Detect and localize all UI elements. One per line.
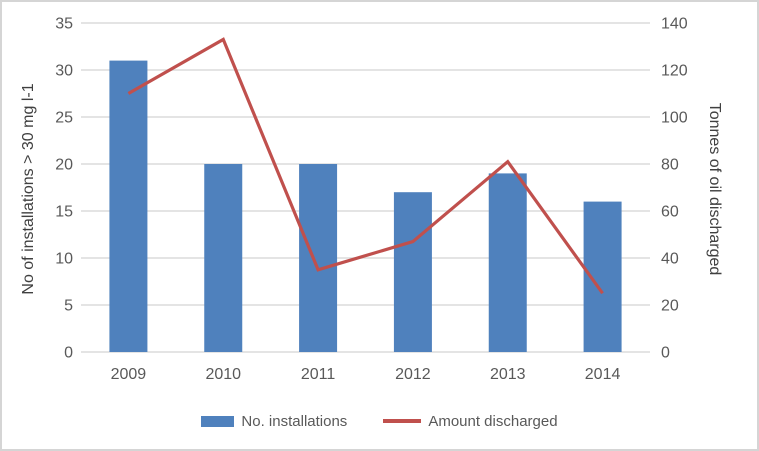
line-series-layer [127, 37, 604, 295]
left-axis-title: No of installations > 30 mg l-1 [20, 83, 37, 294]
line-series-swatch [383, 419, 422, 423]
right-axis-tick-label: 40 [661, 251, 679, 268]
gridlines-layer [81, 22, 650, 353]
left-axis-tick-label: 30 [55, 63, 73, 80]
legend-item-installations: No. installations [201, 413, 347, 430]
right-axis-tick-label: 140 [661, 16, 688, 33]
line-series-label: Amount discharged [428, 412, 558, 430]
right-axis-tick-label: 100 [661, 110, 688, 127]
x-axis-label: 2009 [111, 366, 147, 383]
left-axis-tick-label: 15 [55, 204, 73, 221]
bar-series-swatch [201, 415, 235, 427]
left-axis-tick-label: 35 [55, 16, 73, 33]
bar-series-layer [109, 60, 622, 352]
bar-2010 [204, 164, 243, 352]
left-axis-tick-label: 0 [64, 345, 73, 362]
right-axis-title: Tonnes of oil discharged [706, 103, 723, 276]
amount-discharged-line [127, 37, 604, 295]
right-axis-tick-label: 60 [661, 204, 679, 221]
bar-2009 [109, 60, 148, 352]
bar-2012 [393, 192, 432, 352]
x-axis-label: 2011 [301, 366, 336, 383]
axis-ticks-layer: 0 5 10 15 20 25 30 35 0 20 40 60 80 100 120 140 2009 2010… [55, 16, 688, 383]
legend-item-discharged: Amount discharged [383, 412, 558, 430]
left-axis-tick-label: 5 [64, 298, 73, 315]
x-axis-label: 2012 [395, 366, 431, 383]
chart-legend: No. installations Amount discharged [2, 409, 757, 433]
x-axis-label: 2010 [205, 366, 241, 383]
bar-2011 [299, 164, 338, 352]
left-axis-tick-label: 10 [55, 251, 73, 268]
right-axis-tick-label: 80 [661, 157, 679, 174]
right-axis-tick-label: 20 [661, 298, 679, 315]
bar-2013 [488, 173, 527, 352]
left-axis-tick-label: 25 [55, 110, 73, 127]
right-axis-tick-label: 120 [661, 63, 688, 80]
bar-series-label: No. installations [241, 412, 348, 430]
right-axis-tick-label: 0 [661, 345, 670, 362]
left-axis-tick-label: 20 [55, 157, 73, 174]
x-axis-label: 2014 [585, 366, 621, 383]
x-axis-label: 2013 [490, 366, 526, 383]
